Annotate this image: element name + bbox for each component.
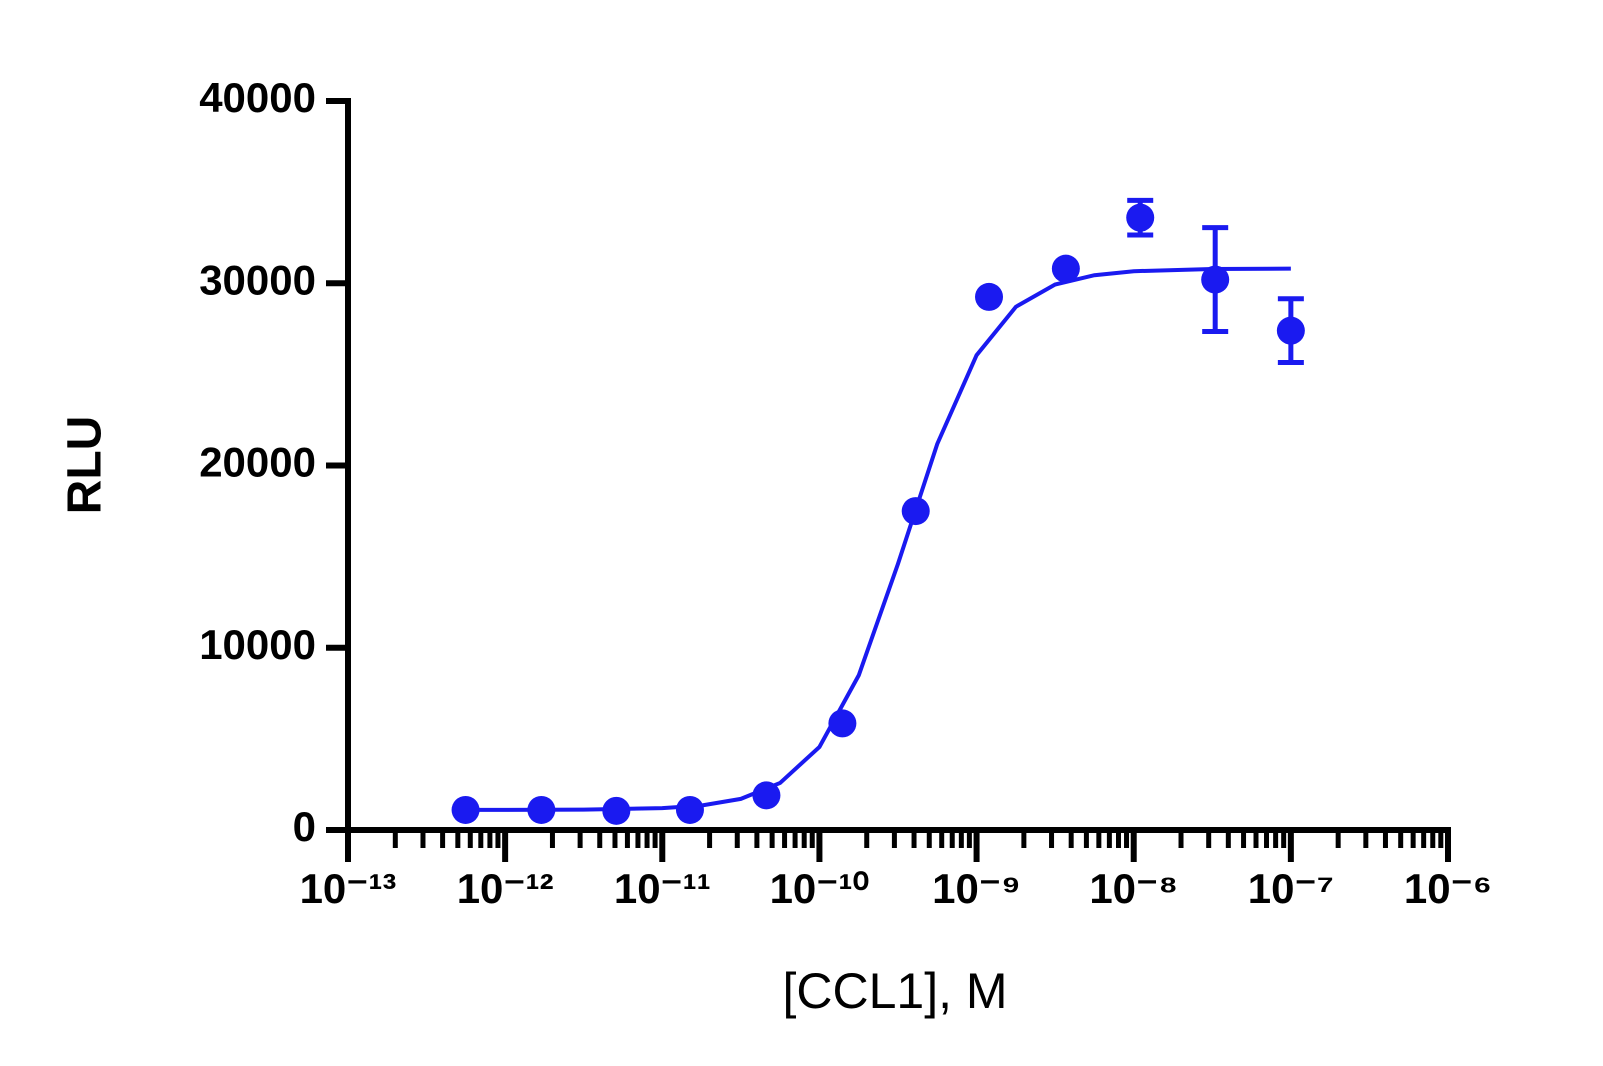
- y-tick-label: 20000: [199, 439, 316, 486]
- x-tick-label: 10⁻¹³: [300, 865, 397, 912]
- x-tick-label: 10⁻¹⁰: [770, 865, 870, 912]
- x-tick-label: 10⁻⁷: [1248, 865, 1334, 912]
- data-point: [975, 282, 1004, 311]
- y-tick-label: 10000: [199, 621, 316, 668]
- data-point: [828, 709, 857, 738]
- y-axis-title: RLU: [59, 416, 112, 515]
- data-point: [1276, 316, 1305, 345]
- x-tick-label: 10⁻⁸: [1089, 865, 1178, 912]
- x-tick-label: 10⁻⁶: [1404, 865, 1492, 912]
- y-tick-label: 40000: [199, 74, 316, 121]
- data-point: [752, 781, 781, 810]
- data-point: [1201, 265, 1230, 294]
- x-tick-label: 10⁻⁹: [932, 865, 1021, 912]
- x-axis-title: [CCL1], M: [782, 963, 1007, 1019]
- fit-line: [465, 266, 1291, 812]
- data-point: [1051, 254, 1080, 283]
- data-point: [527, 795, 556, 824]
- data-point: [675, 795, 704, 824]
- data-point: [451, 795, 480, 824]
- data-point: [901, 497, 930, 526]
- x-tick-label: 10⁻¹²: [457, 865, 554, 912]
- x-tick-label: 10⁻¹¹: [614, 865, 711, 912]
- y-tick-label: 0: [293, 803, 316, 850]
- y-tick-label: 30000: [199, 256, 316, 303]
- data-point: [602, 796, 631, 825]
- data-point: [1126, 203, 1155, 232]
